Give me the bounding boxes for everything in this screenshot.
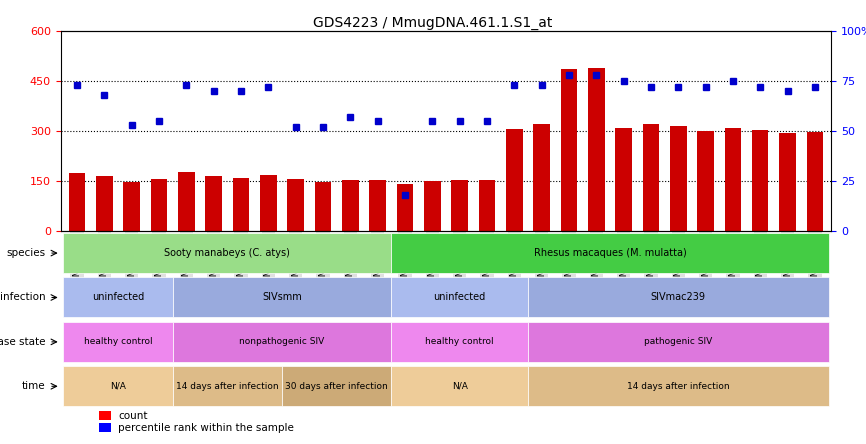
Bar [124,182,140,231]
Bar [643,124,659,231]
Bar [342,180,359,231]
Bar [205,176,222,231]
Text: infection: infection [0,293,45,302]
Bar [807,132,824,231]
FancyBboxPatch shape [391,366,528,406]
Text: 30 days after infection: 30 days after infection [285,382,388,391]
FancyBboxPatch shape [63,322,172,362]
Text: uninfected: uninfected [434,293,486,302]
FancyBboxPatch shape [391,233,829,273]
Text: healthy control: healthy control [425,337,494,346]
Bar [233,178,249,231]
FancyBboxPatch shape [63,233,391,273]
Text: SIVsmm: SIVsmm [262,293,302,302]
Text: N/A: N/A [452,382,468,391]
Text: count: count [119,411,148,421]
Text: 14 days after infection: 14 days after infection [627,382,730,391]
FancyBboxPatch shape [528,322,829,362]
FancyBboxPatch shape [528,366,829,406]
FancyBboxPatch shape [172,278,391,317]
Bar [68,173,85,231]
Text: GDS4223 / MmugDNA.461.1.S1_at: GDS4223 / MmugDNA.461.1.S1_at [313,16,553,30]
Text: Rhesus macaques (M. mulatta): Rhesus macaques (M. mulatta) [533,248,687,258]
Text: SIVmac239: SIVmac239 [651,293,706,302]
FancyBboxPatch shape [172,366,282,406]
FancyBboxPatch shape [391,322,528,362]
FancyBboxPatch shape [528,278,829,317]
Bar [479,180,495,231]
Text: Sooty manabeys (C. atys): Sooty manabeys (C. atys) [165,248,290,258]
Bar [260,175,276,231]
FancyBboxPatch shape [282,366,391,406]
Text: 14 days after infection: 14 days after infection [176,382,279,391]
Bar [178,171,195,231]
Bar [99,411,111,420]
Text: nonpathogenic SIV: nonpathogenic SIV [239,337,325,346]
Bar [151,179,167,231]
Text: uninfected: uninfected [92,293,144,302]
Bar [506,129,522,231]
Bar [561,69,577,231]
FancyBboxPatch shape [391,278,528,317]
Text: species: species [6,248,45,258]
Text: percentile rank within the sample: percentile rank within the sample [119,423,294,433]
Bar [288,179,304,231]
Bar [451,180,468,231]
Bar [370,180,386,231]
Text: disease state: disease state [0,337,45,347]
Bar [96,176,113,231]
FancyBboxPatch shape [63,278,172,317]
Bar [779,133,796,231]
Text: N/A: N/A [110,382,126,391]
Bar [616,128,632,231]
Bar [315,182,331,231]
FancyBboxPatch shape [63,366,172,406]
Bar [670,126,687,231]
Bar [697,131,714,231]
Text: healthy control: healthy control [84,337,152,346]
Text: time: time [22,381,45,391]
FancyBboxPatch shape [172,322,391,362]
Bar [725,128,741,231]
Bar [397,184,413,231]
Bar [533,124,550,231]
Bar [752,131,768,231]
Bar [99,423,111,432]
Text: pathogenic SIV: pathogenic SIV [644,337,713,346]
Bar [588,67,604,231]
Bar [424,181,441,231]
